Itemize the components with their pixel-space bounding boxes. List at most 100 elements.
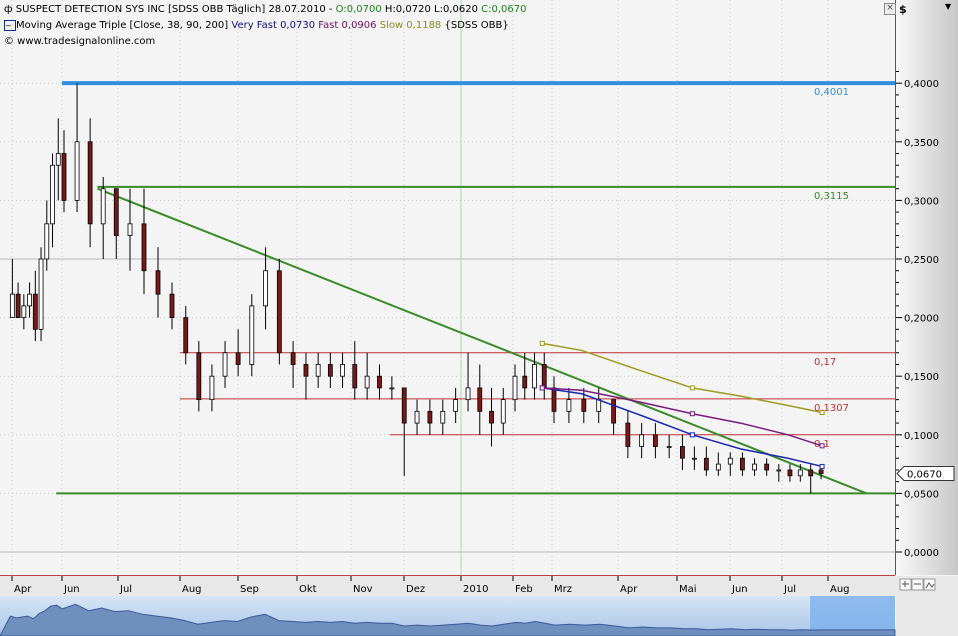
candle-up [44,223,50,260]
candle-down [818,469,824,474]
close-value: C:0,0670 [481,4,527,15]
candle-up [50,164,55,225]
x-tick-label: Jun [731,584,748,595]
candle-down [61,153,67,201]
ma-marker [689,385,695,391]
candle-up [127,223,133,236]
candle-down [611,399,617,424]
y-tick-label: 0,4000 [904,79,939,90]
plot-background [0,0,895,575]
candle-up [9,293,15,319]
candle-down [87,141,93,225]
candle-down [680,446,685,459]
ma-marker [819,443,825,449]
candle-down [787,469,793,477]
y-tick-label: 0,1500 [904,372,939,383]
level-label: 0,1307 [814,403,849,414]
candle-down [276,270,282,354]
candle-down [196,352,202,401]
candle-down [703,457,709,471]
candle-up [596,399,602,412]
candle-down [489,410,494,424]
indicator-icon[interactable]: ~ [4,20,16,31]
low-value: L:0,0620 [434,4,478,15]
time-axis-zoom-buttons[interactable] [899,578,936,591]
very-fast-value: Very Fast 0,0730 [231,20,316,31]
candle-down [764,463,770,471]
x-tick-label: Feb [515,584,533,595]
candle-down [352,364,358,389]
candle-up [249,305,255,365]
candle-up [797,469,803,477]
candle-up [440,410,446,424]
indicator-header[interactable]: ~ Moving Average Triple [Close, 38, 90, 2… [4,19,509,32]
y-tick-label: 0,1000 [904,431,939,442]
y-tick-label: 0,2000 [904,314,939,325]
candle-down [327,364,333,377]
candle-up [752,463,757,471]
symbol-icon: ф [4,4,16,15]
currency-label: $ [899,3,907,16]
navigator-right-panel [896,596,958,636]
candle-up [691,457,697,460]
candle-down [235,352,241,365]
level-label: 0,3115 [814,191,849,202]
candle-down [541,364,547,389]
x-tick-label: Dez [406,584,425,595]
candle-up [453,399,459,412]
candle-down [290,352,296,365]
axis-menu-chevron-down-icon[interactable]: ▼ [945,2,952,11]
x-tick-label: Jul [119,584,132,595]
x-tick-label: Apr [14,584,32,595]
candle-up [532,364,537,389]
indicator-symbol: {SDSS OBB} [444,20,509,31]
candle-up [512,375,518,401]
x-tick-label: Mrz [554,584,572,595]
y-tick-label: 0,2500 [904,255,939,266]
candle-down [32,293,38,330]
close-icon[interactable]: × [884,3,896,15]
x-tick-label: Aug [830,584,850,595]
x-tick-label: Mai [679,584,697,595]
ma-marker [689,432,695,438]
last-price-tag [896,465,955,481]
candle-up [27,293,32,307]
candle-up [55,153,61,166]
chart-header: ф SUSPECT DETECTION SYS INC [SDSS OBB Tä… [4,3,526,16]
candle-up [100,188,106,225]
high-value: H:0,0720 [384,4,431,15]
candle-down [427,410,433,424]
trendline[interactable] [97,187,867,495]
candle-up [315,364,321,377]
x-tick-label: Apr [620,584,638,595]
navigator-visible-range[interactable] [810,596,895,636]
candle-down [113,188,119,236]
x-tick-label: Jun [63,584,80,595]
open-value: O:0,0700 [335,4,382,15]
candle-up [414,410,420,424]
fast-value: Fast 0,0906 [318,20,377,31]
candle-down [625,422,631,447]
candle-up [715,463,721,471]
x-tick-label: Okt [299,584,317,595]
indicator-name: Moving Average Triple [Close, 38, 90, 20… [16,20,229,31]
candle-down [740,457,745,471]
candle-up [500,399,506,424]
candle-up [666,446,672,448]
candle-up [209,375,215,401]
candle-up [38,258,44,330]
x-tick-label: 2010 [463,584,488,595]
level-label: 0,4001 [814,87,849,98]
slow-value: Slow 0,1188 [379,20,442,31]
candle-up [389,387,395,390]
y-tick-label: 0,3500 [904,138,939,149]
candle-up [364,375,370,389]
candle-down [581,399,587,412]
copyright: © www.tradesignalonline.com [4,36,156,47]
candle-up [566,399,572,412]
ma-marker [819,463,825,469]
candle-up [465,387,471,401]
y-tick-label: 0,3000 [904,196,939,207]
candle-down [477,387,483,412]
